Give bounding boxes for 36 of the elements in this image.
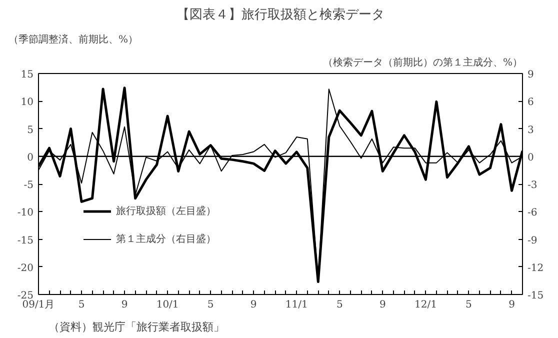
x-tick-label: 10/1: [156, 300, 179, 310]
legend-label: 旅行取扱額（左目盛）: [116, 204, 216, 218]
y2-tick-label: 0: [528, 152, 534, 164]
y2-tick-label: -12: [528, 262, 544, 274]
y-tick-label: 5: [27, 124, 34, 136]
x-tick-label: 9: [508, 300, 515, 310]
y-tick-label: -25: [17, 290, 34, 302]
y-axis-title: （季節調整済、前期比、%）: [8, 34, 138, 46]
y2-tick-label: -6: [528, 208, 538, 219]
y2-tick-label: 6: [528, 97, 534, 108]
y-tick-label: -20: [17, 262, 34, 274]
y-tick-label: 15: [20, 70, 34, 80]
y2-tick-label: -15: [528, 290, 544, 302]
y-tick-label: -15: [17, 235, 34, 246]
text: （資料）観光庁「旅行業者取扱額」: [48, 320, 224, 334]
chart-title: 【図表４】旅行取扱額と検索データ: [176, 8, 384, 22]
y2-tick-label: -3: [528, 180, 538, 191]
y-tick-label: 10: [20, 97, 34, 108]
x-tick-label: 9: [121, 300, 128, 310]
y2-axis-title: （検索データ（前期比）の第１主成分、%）: [323, 56, 523, 68]
x-tick-label: 9: [250, 300, 257, 310]
x-tick-label: 5: [207, 300, 214, 310]
y-tick-label: -5: [24, 180, 34, 191]
y2-tick-label: 9: [528, 70, 534, 80]
x-tick-label: 09/1月: [22, 300, 55, 310]
legend-label: 第１主成分（右目盛）: [116, 232, 216, 246]
y2-tick-label: -9: [528, 235, 538, 246]
y-tick-label: 0: [27, 152, 34, 164]
x-tick-label: 5: [336, 300, 343, 310]
x-tick-label: 12/1: [414, 300, 437, 310]
x-tick-label: 5: [466, 300, 472, 310]
x-tick-label: 9: [379, 300, 386, 310]
y2-tick-label: 3: [528, 124, 534, 136]
y-tick-label: -10: [17, 208, 34, 219]
x-tick-label: 5: [78, 300, 85, 310]
x-tick-label: 11/1: [285, 300, 308, 310]
